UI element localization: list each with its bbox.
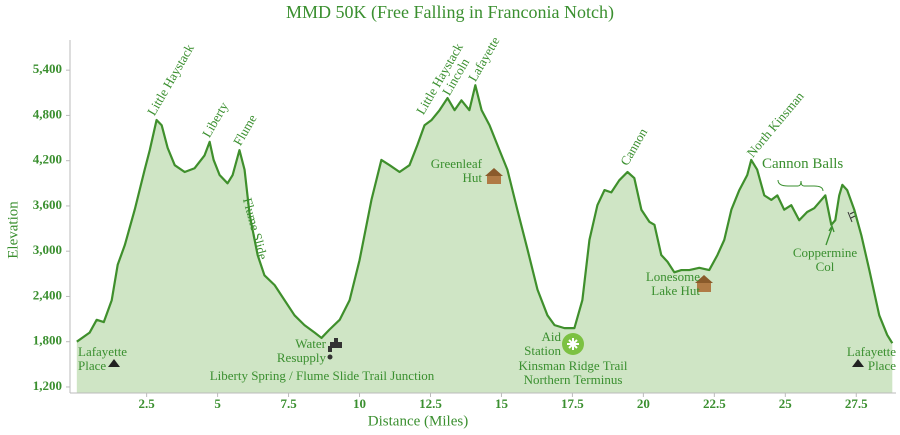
x-tick-label: 20 bbox=[637, 396, 650, 411]
cabin-icon bbox=[485, 168, 503, 184]
x-tick-label: 17.5 bbox=[561, 396, 584, 411]
tent-icon bbox=[108, 359, 120, 367]
x-tick-label: 25 bbox=[779, 396, 793, 411]
y-tick-label: 2,400 bbox=[33, 287, 62, 302]
y-tick-label: 1,800 bbox=[33, 333, 62, 348]
x-tick-label: 5 bbox=[214, 396, 221, 411]
x-tick-label: 2.5 bbox=[139, 396, 156, 411]
y-tick-label: 4,200 bbox=[33, 152, 62, 167]
aid-icon bbox=[562, 333, 584, 355]
annotation: Aid Station bbox=[524, 329, 561, 358]
y-tick-label: 4,800 bbox=[33, 106, 62, 121]
annotation: Lonesome Lake Hut bbox=[645, 269, 700, 298]
x-tick-label: 27.5 bbox=[845, 396, 868, 411]
x-tick-label: 15 bbox=[495, 396, 509, 411]
annotation: Kinsman Ridge Trail Northern Terminus bbox=[518, 358, 628, 387]
faucet-icon bbox=[327, 338, 342, 360]
arrow bbox=[825, 224, 835, 246]
y-tick-label: 3,600 bbox=[33, 197, 62, 212]
annotation: Water Resupply bbox=[276, 336, 326, 365]
annotation: Cannon Balls bbox=[762, 156, 844, 172]
x-tick-label: 12.5 bbox=[419, 396, 442, 411]
y-tick-label: 1,200 bbox=[33, 378, 62, 393]
line bbox=[76, 84, 894, 344]
annotation: Coppermine Col bbox=[792, 245, 858, 274]
chart-title: MMD 50K (Free Falling in Franconia Notch… bbox=[286, 2, 614, 23]
annotation: Lafayette Place bbox=[78, 344, 128, 373]
y-tick-label: 5,400 bbox=[33, 61, 62, 76]
y-tick-label: 3,000 bbox=[33, 242, 62, 257]
icons bbox=[108, 168, 864, 367]
x-axis-title: Distance (Miles) bbox=[368, 413, 468, 429]
x-tick-label: 7.5 bbox=[280, 396, 297, 411]
x-tick-label: 22.5 bbox=[703, 396, 726, 411]
tent-icon bbox=[852, 359, 864, 367]
ladder-icon bbox=[847, 211, 856, 223]
area bbox=[76, 85, 893, 393]
annotation: Lafayette Place bbox=[846, 344, 896, 373]
brace bbox=[777, 179, 824, 192]
annotation: Liberty Spring / Flume Slide Trail Junct… bbox=[209, 368, 435, 383]
annotation: Greenleaf Hut bbox=[430, 156, 482, 185]
cabin-icon bbox=[695, 275, 713, 292]
y-axis-title: Elevation bbox=[5, 201, 21, 259]
x-tick-label: 10 bbox=[353, 396, 366, 411]
